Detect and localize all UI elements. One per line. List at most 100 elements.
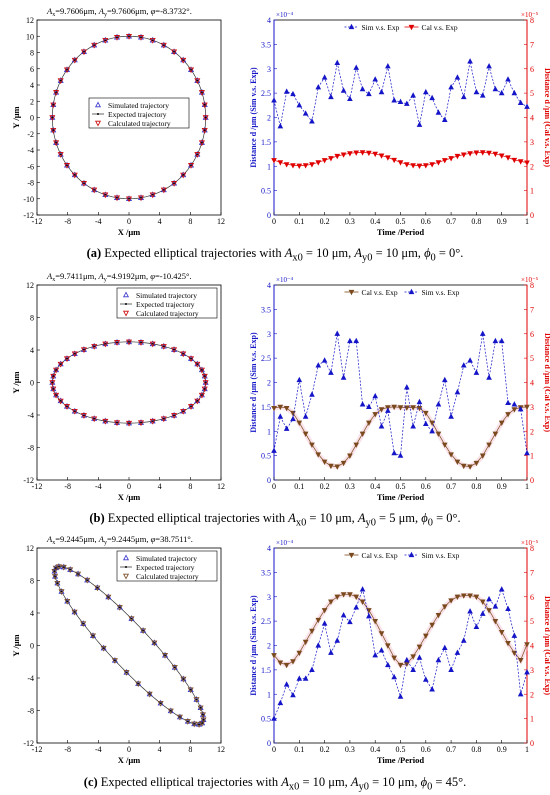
calculated-marker (128, 616, 135, 623)
series-point (283, 425, 290, 431)
left-y-axis-label: Distance d /μm (Sim v.s. Exp) (249, 67, 258, 168)
series-point (410, 423, 416, 429)
expected-marker (118, 606, 121, 609)
legend-box (116, 550, 218, 582)
series-point (448, 598, 454, 604)
calculated-marker (135, 681, 142, 688)
expected-marker (164, 654, 166, 657)
calculated-marker (140, 628, 147, 635)
expected-marker (203, 375, 206, 378)
title-phi-symbol: φ (150, 271, 155, 281)
expected-marker (189, 688, 192, 691)
series-point (492, 85, 499, 92)
expected-marker (202, 718, 205, 721)
right-y-tick-label: 6 (530, 593, 534, 602)
y-tick-label: -4 (27, 146, 34, 155)
series-point (517, 658, 524, 664)
series-point (328, 463, 334, 470)
series-point (429, 420, 435, 426)
calculated-marker (102, 341, 109, 348)
series-point (309, 162, 315, 168)
caption-text: Expected elliptical trajectories with (100, 775, 279, 789)
x-tick-label: 0.6 (421, 482, 431, 491)
calculated-marker (57, 398, 64, 405)
y-tick-label: -8 (27, 707, 34, 716)
expected-marker (162, 188, 165, 191)
calculated-marker (149, 341, 156, 348)
calculated-marker (125, 339, 133, 346)
expected-marker (55, 141, 57, 144)
left-y-tick-label: 2 (267, 379, 271, 388)
expected-marker (104, 420, 107, 423)
calculated-marker (176, 714, 183, 721)
series-point (277, 123, 284, 129)
calculated-marker (151, 640, 158, 647)
series-point (359, 599, 366, 605)
series-point (429, 686, 435, 692)
x-tick-label: -8 (64, 217, 71, 226)
title-ax-value: =9.7411μm, (55, 271, 98, 281)
series-point (486, 374, 492, 380)
series-point (486, 595, 492, 602)
series-point (454, 388, 461, 395)
series-point (359, 586, 366, 592)
y-tick-label: -8 (27, 179, 34, 188)
legend-marker (348, 23, 355, 30)
series-point (347, 337, 353, 344)
legend-marker (408, 288, 415, 295)
legend-label: Simulated trajectory (136, 554, 197, 563)
series-point (378, 407, 385, 413)
calculated-marker (71, 609, 78, 616)
legend-label: Sim v.s. Exp (422, 288, 460, 297)
series-point (492, 151, 499, 158)
series-point (321, 608, 328, 614)
left-y-tick-label: 2 (267, 114, 271, 123)
expected-marker (51, 381, 54, 384)
expected-marker (202, 713, 204, 716)
expected-marker (116, 341, 118, 344)
left-y-tick-label: 2.5 (261, 354, 271, 363)
expected-marker (104, 39, 107, 42)
series-point (315, 84, 322, 90)
expected-marker (173, 50, 175, 53)
x-tick-label: -4 (95, 217, 102, 226)
series-point (290, 691, 296, 698)
calculated-marker (57, 152, 64, 158)
expected-marker (83, 182, 85, 185)
x-tick-label: 0 (272, 217, 276, 226)
expected-marker (201, 394, 203, 396)
x-tick-label: 1 (525, 745, 529, 754)
plot-frame (273, 284, 528, 481)
expected-marker (128, 340, 130, 343)
series-point (422, 163, 429, 169)
series-point (290, 415, 296, 422)
y-tick-label: -12 (23, 211, 34, 220)
series-point (372, 651, 379, 658)
x-tick-label: 4 (158, 482, 162, 491)
y-tick-label: 4 (30, 609, 34, 618)
series-point (391, 655, 397, 661)
left-scale-factor: ×10⁻⁴ (276, 539, 294, 547)
series-point (277, 404, 284, 411)
series-point (473, 150, 480, 156)
calculated-marker (49, 380, 56, 386)
calculated-marker (160, 187, 167, 194)
left-y-axis-label: Distance d /μm (Sim v.s. Exp) (249, 595, 258, 696)
expected-marker (196, 153, 199, 156)
series-point (429, 94, 435, 101)
series-point (391, 97, 397, 103)
series-point (321, 620, 328, 626)
expected-marker (59, 79, 62, 82)
x-tick-label: 8 (188, 482, 192, 491)
calculated-marker (202, 380, 209, 386)
calculated-marker (167, 708, 174, 715)
series-point (410, 654, 416, 660)
calculated-marker (171, 181, 178, 187)
calculated-marker (49, 115, 56, 121)
calculated-marker (63, 67, 70, 74)
x-tick-label: 0.9 (497, 217, 507, 226)
expected-marker (125, 671, 128, 674)
series-point (309, 628, 315, 635)
series-point (309, 666, 315, 672)
x-tick-label: 0.9 (497, 745, 507, 754)
